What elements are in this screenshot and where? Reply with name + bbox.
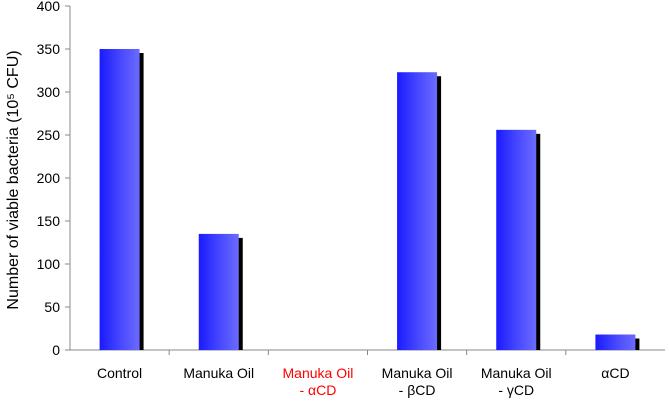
- y-tick-label: 0: [52, 342, 60, 358]
- x-category-label-line: Control: [97, 365, 142, 381]
- x-category-label-line: Manuka Oil: [183, 365, 254, 381]
- axes: 0 50 100 150 200 250 300 350 400: [37, 0, 665, 358]
- y-tick-label: 350: [37, 41, 61, 57]
- y-tick-label: 50: [44, 299, 60, 315]
- x-category-label-line: - γCD: [498, 382, 534, 398]
- x-category-label: Manuka Oil: [183, 365, 254, 381]
- bar: [99, 49, 140, 350]
- x-category-label: Control: [97, 365, 142, 381]
- x-category-label: Manuka Oil - βCD: [382, 365, 453, 398]
- y-tick-label: 300: [37, 84, 61, 100]
- x-category-label-line: Manuka Oil: [283, 365, 354, 381]
- y-tick-label: 400: [37, 0, 61, 14]
- bar: [198, 233, 239, 350]
- y-tick-label: 100: [37, 256, 61, 272]
- y-tick-label: 250: [37, 127, 61, 143]
- x-category-label-line: αCD: [601, 365, 629, 381]
- y-tick-label: 150: [37, 213, 61, 229]
- x-category-label-line: Manuka Oil: [382, 365, 453, 381]
- y-axis-title: Number of viable bacteria (10⁵ CFU): [5, 50, 22, 309]
- x-category-label-line: Manuka Oil: [481, 365, 552, 381]
- x-category-label-line: - αCD: [299, 382, 336, 398]
- x-category-label-line: - βCD: [399, 382, 436, 398]
- bar: [397, 72, 438, 350]
- bar: [595, 334, 636, 350]
- x-category-label: Manuka Oil - αCD: [283, 365, 354, 398]
- y-tick-label: 200: [37, 170, 61, 186]
- bar: [496, 129, 537, 350]
- bars: [99, 49, 640, 350]
- x-category-label: Manuka Oil - γCD: [481, 365, 552, 398]
- x-category-label: αCD: [601, 365, 629, 381]
